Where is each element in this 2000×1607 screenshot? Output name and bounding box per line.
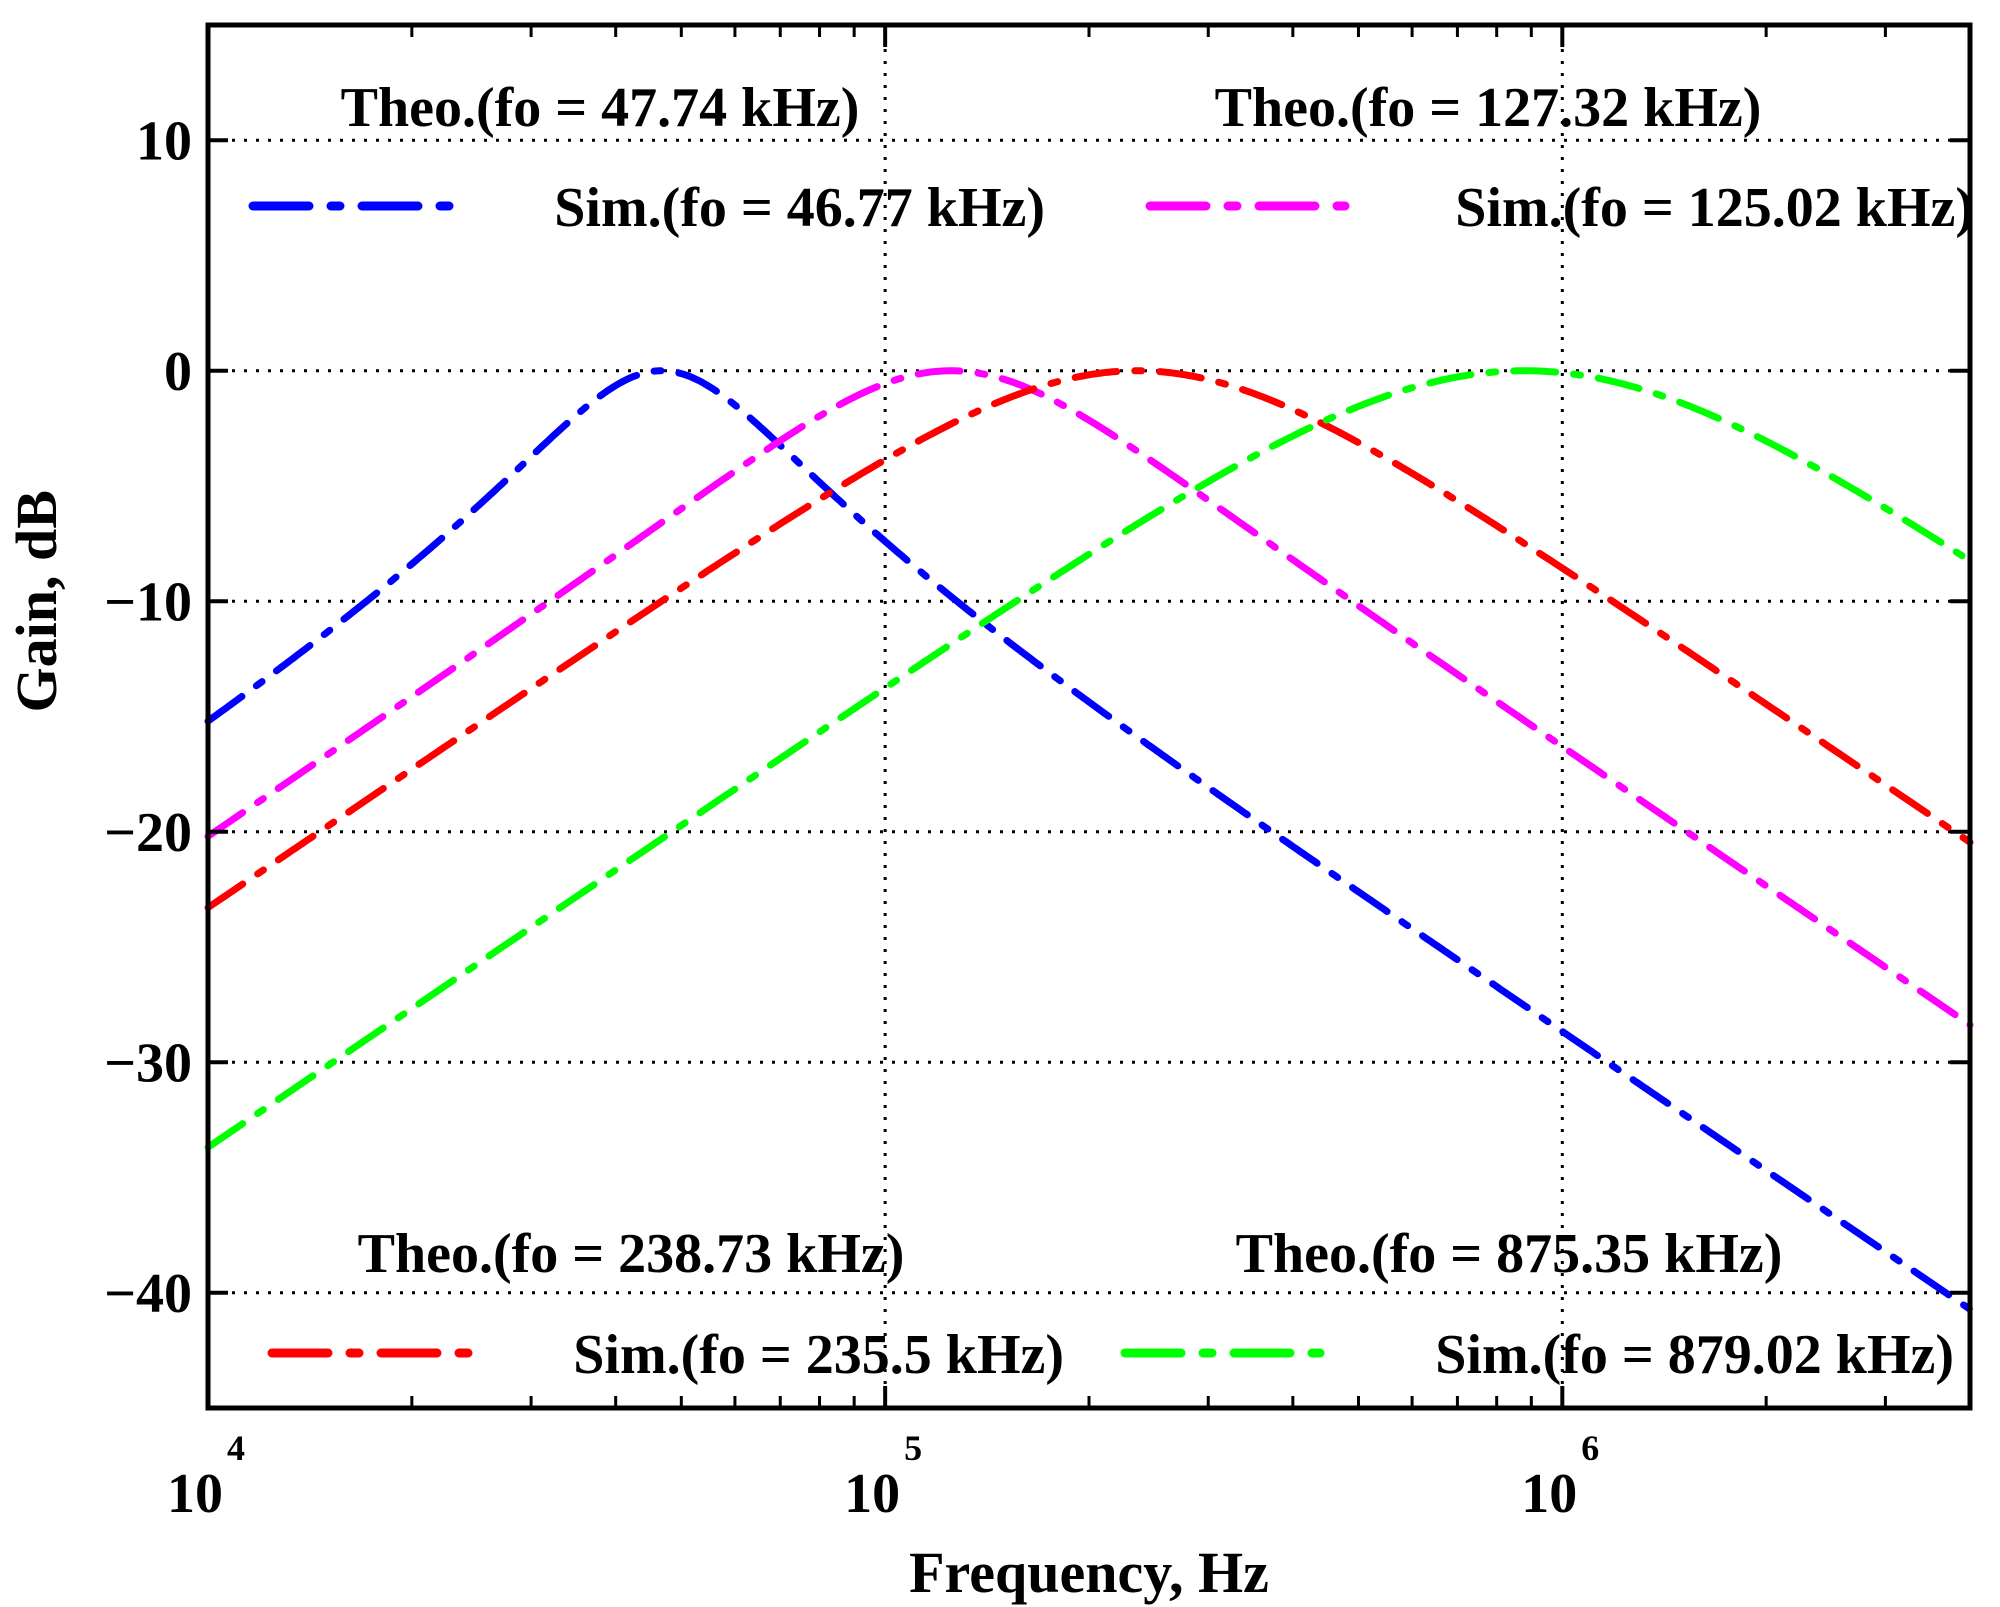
legend-theo-label: Theo.(fo = 47.74 kHz) bbox=[341, 77, 860, 139]
x-tick-exponent: 4 bbox=[227, 1428, 245, 1468]
x-tick-exponent: 6 bbox=[1581, 1428, 1599, 1468]
y-tick-label: −10 bbox=[104, 571, 192, 633]
series-line-3 bbox=[204, 367, 1974, 912]
legend-sim-label: Sim.(fo = 879.02 kHz) bbox=[1435, 1324, 1954, 1386]
legend-entry-3: Theo.(fo = 238.73 kHz) Sim.(fo = 235.5 kH… bbox=[267, 1223, 1064, 1386]
y-tick-label: −20 bbox=[104, 802, 192, 864]
legend-entry-2: Theo.(fo = 127.32 kHz) Sim.(fo = 125.02 k… bbox=[1145, 77, 1974, 239]
x-tick-base: 10 bbox=[167, 1463, 223, 1525]
legend-theo-label: Theo.(fo = 238.73 kHz) bbox=[358, 1223, 905, 1285]
legend-entry-1: Theo.(fo = 47.74 kHz) Sim.(fo = 46.77 kHz… bbox=[248, 77, 1045, 239]
series-line-1 bbox=[204, 367, 1974, 1313]
x-axis-label: Frequency, Hz bbox=[909, 1540, 1269, 1605]
y-tick-label: 0 bbox=[164, 341, 192, 403]
x-tick-exponent: 5 bbox=[904, 1428, 922, 1468]
x-tick-base: 10 bbox=[1521, 1463, 1577, 1525]
series-line-2 bbox=[204, 367, 1974, 1029]
legend: Theo.(fo = 47.74 kHz) Sim.(fo = 46.77 kHz… bbox=[248, 77, 1974, 1386]
legend-sim-label: Sim.(fo = 125.02 kHz) bbox=[1455, 177, 1974, 239]
y-tick-label: −40 bbox=[104, 1263, 192, 1325]
legend-theo-label: Theo.(fo = 127.32 kHz) bbox=[1215, 77, 1762, 139]
x-tick-label: 105 bbox=[844, 1428, 922, 1525]
legend-sim-label: Sim.(fo = 235.5 kHz) bbox=[573, 1324, 1064, 1386]
plot-frame bbox=[205, 22, 1973, 1411]
y-tick-label: −30 bbox=[104, 1032, 192, 1094]
x-tick-label: 104 bbox=[167, 1428, 245, 1525]
series-line-4 bbox=[204, 367, 1974, 1151]
y-axis-label: Gain, dB bbox=[4, 490, 69, 712]
legend-sim-label: Sim.(fo = 46.77 kHz) bbox=[554, 177, 1045, 239]
legend-theo-label: Theo.(fo = 875.35 kHz) bbox=[1236, 1223, 1783, 1285]
x-tick-base: 10 bbox=[844, 1463, 900, 1525]
y-tick-label: 10 bbox=[136, 110, 192, 172]
x-tick-label: 106 bbox=[1521, 1428, 1599, 1525]
legend-entry-4: Theo.(fo = 875.35 kHz) Sim.(fo = 879.02 k… bbox=[1120, 1223, 1954, 1386]
data-series bbox=[204, 367, 1974, 1313]
